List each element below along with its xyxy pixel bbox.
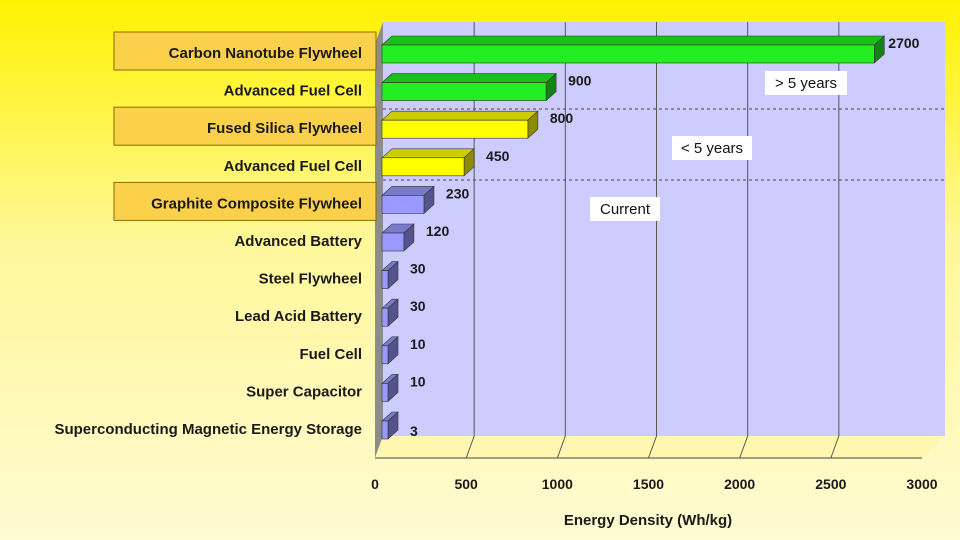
value-label: 800 (550, 110, 574, 126)
value-label: 30 (410, 298, 426, 314)
gridline (556, 435, 566, 459)
category-highlights (113, 31, 377, 221)
plot-floor (375, 436, 945, 458)
x-tick-label: 0 (371, 476, 379, 492)
value-label: 2700 (888, 35, 919, 51)
category-label: Advanced Fuel Cell (224, 158, 362, 175)
bar-top (381, 148, 475, 159)
bar-front (381, 420, 389, 440)
bar (381, 110, 539, 139)
category-label: Fuel Cell (299, 346, 362, 363)
value-label: 30 (410, 261, 426, 277)
value-label: 230 (446, 185, 470, 201)
bar-front (381, 270, 389, 289)
annotations: > 5 years < 5 years Current (590, 71, 847, 221)
gridline (830, 435, 840, 459)
category-label: Lead Acid Battery (235, 308, 363, 325)
annotation-label: > 5 years (775, 75, 837, 92)
category-labels: Carbon Nanotube Flywheel Advanced Fuel Ce… (54, 45, 362, 438)
bar-top (381, 73, 557, 83)
bar (381, 148, 475, 177)
x-axis-title: Energy Density (Wh/kg) (564, 512, 732, 529)
category-label: Superconducting Magnetic Energy Storage (54, 421, 362, 438)
annotation-box (590, 197, 660, 221)
bar (381, 411, 399, 440)
bar (381, 223, 415, 252)
bar (381, 260, 399, 290)
bar-top (381, 35, 886, 46)
bar-top (381, 110, 539, 121)
gridline (739, 435, 749, 459)
category-label: Super Capacitor (246, 383, 362, 400)
category-label: Advanced Fuel Cell (224, 83, 362, 100)
bar-front (381, 307, 389, 327)
bar-front (381, 345, 389, 365)
gridline (465, 435, 475, 459)
group-separators (383, 108, 945, 181)
x-tick-label: 1000 (542, 476, 573, 492)
category-highlight (113, 106, 377, 146)
bar-front (381, 119, 529, 139)
category-label: Graphite Composite Flywheel (151, 195, 362, 212)
bar (381, 298, 399, 327)
bar (381, 336, 399, 365)
x-tick-label: 500 (454, 476, 478, 492)
value-label: 10 (410, 336, 426, 352)
bars (381, 35, 886, 440)
bar-front (381, 383, 389, 402)
bar-front (381, 157, 465, 177)
value-label: 10 (410, 373, 426, 389)
category-label: Carbon Nanotube Flywheel (169, 45, 362, 62)
category-label: Advanced Battery (234, 233, 362, 250)
gridlines (465, 22, 840, 459)
bar-front (381, 82, 547, 101)
gridline (648, 435, 657, 459)
plot-left-wall (375, 22, 383, 458)
bar-front (381, 44, 875, 64)
value-label: 120 (426, 223, 450, 239)
x-tick-label: 1500 (633, 476, 664, 492)
category-label: Steel Flywheel (259, 271, 362, 288)
annotation-label: < 5 years (681, 140, 743, 157)
category-highlight (113, 181, 377, 221)
annotation-box (765, 71, 847, 95)
bar (381, 72, 557, 102)
x-tick-label: 2500 (815, 476, 846, 492)
x-axis-ticks: 0 500 1000 1500 2000 2500 3000 (371, 457, 938, 492)
annotation-label: Current (600, 201, 651, 218)
bar (381, 35, 886, 64)
value-label: 450 (486, 148, 510, 164)
value-label: 900 (568, 73, 592, 89)
bar (381, 373, 399, 403)
value-label: 3 (410, 423, 418, 439)
bar-front (381, 232, 405, 252)
bar (381, 185, 435, 215)
x-tick-label: 2000 (724, 476, 755, 492)
value-labels: 2700 900 800 450 230 120 30 30 10 10 3 (410, 35, 920, 439)
x-tick-label: 3000 (906, 476, 937, 492)
category-label: Fused Silica Flywheel (207, 120, 362, 137)
category-highlight (113, 31, 377, 71)
bar-front (381, 195, 425, 214)
annotation-box (672, 136, 752, 160)
